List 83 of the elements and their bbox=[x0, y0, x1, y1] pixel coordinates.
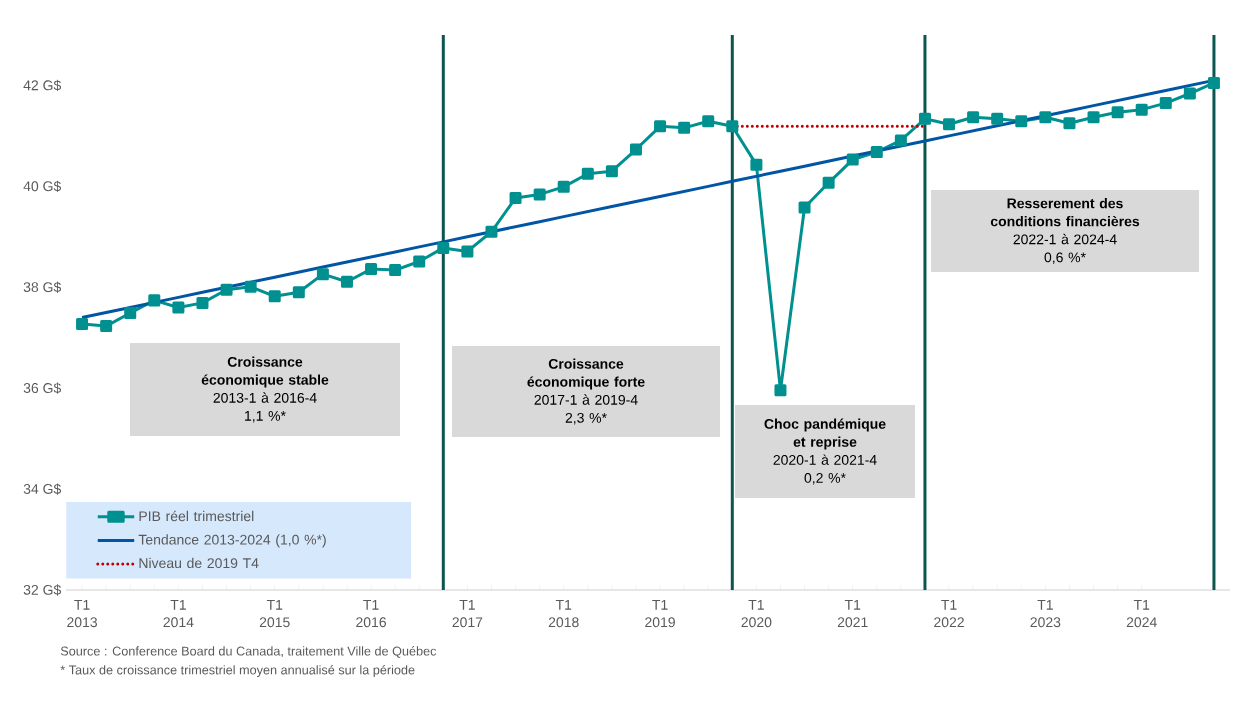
x-tick-label: T1 2013 bbox=[67, 600, 98, 628]
point bbox=[750, 158, 763, 171]
x-tick-label: T1 2016 bbox=[356, 600, 387, 628]
y-tick-label: 34 G$ bbox=[23, 483, 62, 495]
annotation: 1,1 %* bbox=[245, 410, 286, 423]
x-tick-label: T1 2015 bbox=[259, 600, 290, 628]
annotation: Croissance économique forte bbox=[527, 358, 645, 390]
point bbox=[485, 225, 498, 238]
text: * Taux de croissance trimestriel moyen annualisé sur la période bbox=[60, 665, 415, 677]
point bbox=[533, 188, 546, 201]
x-tick-label: T1 2014 bbox=[163, 600, 194, 628]
point bbox=[654, 120, 667, 133]
annotation: Croissance économique stable bbox=[201, 356, 329, 388]
point bbox=[1015, 115, 1028, 128]
point bbox=[268, 290, 281, 303]
annotation: 2,3 %* bbox=[565, 412, 607, 425]
point bbox=[509, 191, 522, 204]
annotation: Choc pandémique et reprise bbox=[764, 418, 886, 450]
point bbox=[798, 201, 811, 214]
point bbox=[702, 115, 715, 128]
y-tick-label: 32 G$ bbox=[23, 584, 62, 596]
point bbox=[1183, 87, 1196, 100]
point bbox=[413, 255, 426, 268]
point bbox=[605, 165, 618, 178]
point bbox=[1111, 106, 1124, 119]
point bbox=[870, 146, 883, 159]
x-tick-label: T1 2019 bbox=[645, 600, 675, 628]
x-tick-label: T1 2024 bbox=[1126, 600, 1157, 628]
annotation: Resserement des conditions financières bbox=[990, 198, 1140, 227]
point bbox=[244, 280, 257, 293]
point bbox=[1039, 111, 1052, 124]
point bbox=[967, 111, 980, 124]
point bbox=[1063, 117, 1076, 130]
y-tick-label: 42 G$ bbox=[23, 79, 62, 92]
point bbox=[100, 320, 113, 333]
point bbox=[822, 176, 835, 189]
point bbox=[726, 120, 739, 133]
point bbox=[365, 263, 378, 276]
point bbox=[557, 180, 570, 193]
point bbox=[437, 241, 450, 254]
point bbox=[943, 118, 956, 131]
source-note: Source : Conference Board du Canada, traitement Ville de Québec bbox=[60, 646, 437, 658]
point bbox=[991, 112, 1004, 125]
x-tick-label: T1 2022 bbox=[934, 600, 964, 628]
point bbox=[1207, 76, 1220, 89]
point bbox=[1159, 97, 1172, 110]
point bbox=[292, 286, 305, 299]
point bbox=[581, 167, 594, 180]
y-tick-label: 38 G$ bbox=[23, 281, 62, 293]
point bbox=[340, 275, 353, 288]
point bbox=[678, 121, 691, 134]
point bbox=[461, 245, 474, 258]
annotation: 0,6 %* bbox=[1044, 252, 1086, 264]
annotation: 2013-1 à 2016-4 bbox=[213, 392, 317, 403]
point bbox=[124, 306, 137, 319]
x-tick-label: T1 2021 bbox=[837, 600, 868, 628]
annotation: 2020-1 à 2021-4 bbox=[773, 454, 877, 465]
legend-label: Niveau de 2019 T4 bbox=[139, 557, 259, 569]
point bbox=[76, 318, 89, 331]
point bbox=[774, 384, 787, 397]
y-tick-label: 36 G$ bbox=[23, 382, 62, 394]
point bbox=[220, 283, 233, 296]
legend-label: Tendance 2013-2024 (1,0 %*) bbox=[138, 534, 326, 548]
point bbox=[629, 143, 642, 156]
point bbox=[846, 153, 859, 166]
x-tick-label: T1 2017 bbox=[452, 600, 483, 628]
x-tick-label: T1 2018 bbox=[548, 600, 579, 628]
x-tick-label: T1 2020 bbox=[741, 600, 772, 628]
annotation: 2022-1 à 2024-4 bbox=[1013, 233, 1117, 245]
annotation: 0,2 %* bbox=[804, 472, 846, 485]
point bbox=[196, 296, 209, 309]
x-tick-label: T1 2023 bbox=[1030, 600, 1061, 628]
point bbox=[1087, 111, 1100, 124]
point bbox=[1135, 103, 1148, 116]
legend-label: PIB réel trimestriel bbox=[139, 510, 254, 522]
point bbox=[894, 134, 907, 147]
point bbox=[316, 268, 329, 281]
point bbox=[172, 301, 185, 314]
y-tick-label: 40 G$ bbox=[23, 180, 62, 193]
annotation: 2017-1 à 2019-4 bbox=[534, 394, 638, 405]
point bbox=[148, 294, 161, 307]
point bbox=[918, 112, 931, 125]
point bbox=[389, 264, 402, 277]
